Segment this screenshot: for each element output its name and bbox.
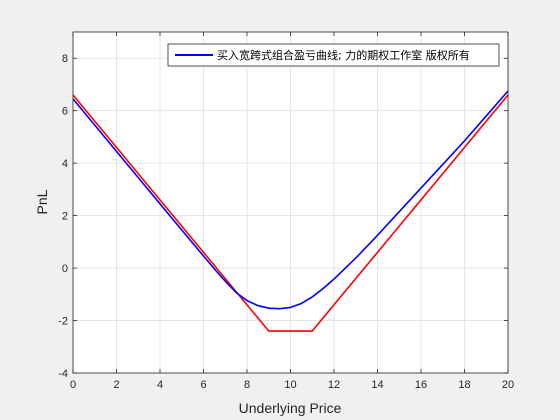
x-axis-label: Underlying Price <box>239 400 342 416</box>
x-tick-label: 2 <box>113 379 119 391</box>
series-line-red <box>72 94 509 332</box>
y-tick-label: 2 <box>62 211 68 223</box>
x-tick-label: 18 <box>458 379 470 391</box>
y-axis-label: PnL <box>34 189 50 214</box>
x-tick-label: 8 <box>244 379 250 391</box>
plot-area: 0 2 4 6 8 10 12 14 16 18 20 -4 -2 0 2 4 6 8 <box>58 31 514 391</box>
x-tick-label: 4 <box>157 379 163 391</box>
x-tick-label: 6 <box>200 379 206 391</box>
legend-box <box>167 43 500 67</box>
axis-tick-labels: 0 2 4 6 8 10 12 14 16 18 20 -4 -2 0 2 4 6 8 <box>58 53 514 391</box>
y-tick-label: -4 <box>58 368 68 380</box>
x-tick-label: 14 <box>371 379 383 391</box>
x-tick-label: 0 <box>70 379 76 391</box>
x-tick-label: 20 <box>502 379 514 391</box>
y-tick-label: 6 <box>62 106 68 118</box>
legend: 买入宽跨式组合盈亏曲线; 力的期权工作室 版权所有 <box>167 43 500 67</box>
y-tick-label: -2 <box>58 316 68 328</box>
y-tick-label: 4 <box>62 158 68 170</box>
y-tick-label: 0 <box>62 263 68 275</box>
series-line-blue <box>72 90 509 310</box>
x-tick-label: 10 <box>284 379 296 391</box>
axis-ticks <box>72 32 509 374</box>
legend-entry-label: 买入宽跨式组合盈亏曲线; 力的期权工作室 版权所有 <box>217 48 470 62</box>
series-layer <box>72 90 509 332</box>
x-tick-label: 16 <box>415 379 427 391</box>
y-tick-label: 8 <box>62 53 68 65</box>
x-tick-label: 12 <box>328 379 340 391</box>
